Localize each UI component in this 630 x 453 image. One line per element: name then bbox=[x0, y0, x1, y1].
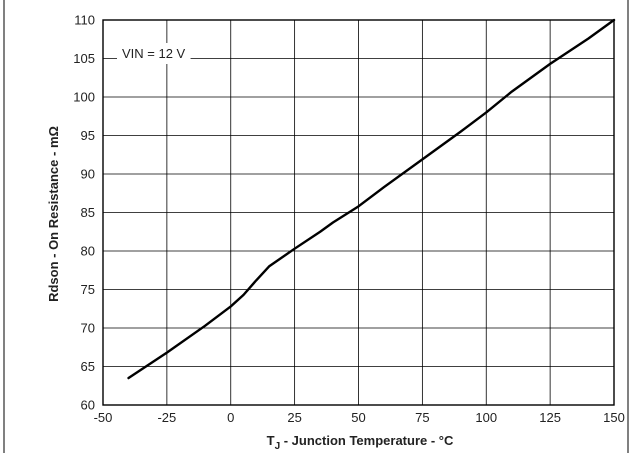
y-tick-label: 105 bbox=[73, 51, 95, 66]
x-axis-label-sub: J bbox=[275, 441, 281, 452]
annotation-background bbox=[117, 43, 191, 64]
y-tick-label: 65 bbox=[81, 359, 95, 374]
plot-frame bbox=[102, 19, 615, 406]
series-line bbox=[127, 18, 616, 380]
x-axis-label: TJ - Junction Temperature - °C bbox=[267, 433, 454, 452]
y-tick-label: 70 bbox=[81, 321, 95, 336]
y-tick-label: 75 bbox=[81, 282, 95, 297]
x-tick-label: 50 bbox=[351, 410, 365, 425]
x-axis-label-main: T bbox=[267, 433, 275, 448]
y-axis-label: Rdson - On Resistance - mΩ bbox=[46, 126, 61, 302]
y-tick-label: 100 bbox=[73, 90, 95, 105]
y-tick-label: 80 bbox=[81, 244, 95, 259]
annotation-label: VIN = 12 V bbox=[122, 46, 186, 61]
x-tick-label: 25 bbox=[287, 410, 301, 425]
x-tick-labels: -50 -25 0 25 50 75 100 125 150 bbox=[94, 410, 625, 425]
y-tick-label: 110 bbox=[74, 13, 95, 28]
x-axis-label-rest: - Junction Temperature - °C bbox=[280, 433, 454, 448]
x-tick-label: -50 bbox=[94, 410, 113, 425]
x-tick-label: -25 bbox=[157, 410, 176, 425]
annotation-group: VIN = 12 V bbox=[117, 43, 191, 64]
x-tick-label: 150 bbox=[603, 410, 625, 425]
grid bbox=[102, 19, 615, 406]
x-tick-label: 100 bbox=[475, 410, 497, 425]
x-tick-label: 75 bbox=[415, 410, 429, 425]
x-tick-label: 0 bbox=[227, 410, 234, 425]
x-tick-label: 125 bbox=[539, 410, 561, 425]
y-tick-label: 90 bbox=[81, 167, 95, 182]
y-tick-label: 85 bbox=[81, 205, 95, 220]
series-group bbox=[127, 18, 616, 380]
y-tick-label: 95 bbox=[81, 128, 95, 143]
y-tick-label: 60 bbox=[81, 398, 95, 413]
y-tick-labels: 60 65 70 75 80 85 90 95 100 105 110 bbox=[73, 13, 95, 413]
